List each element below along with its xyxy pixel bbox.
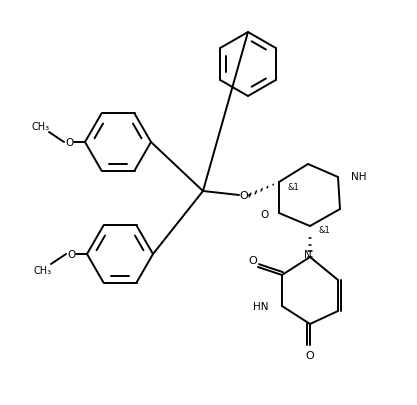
Text: O: O bbox=[67, 249, 75, 259]
Text: O: O bbox=[306, 350, 314, 360]
Text: &1: &1 bbox=[288, 182, 300, 191]
Text: O: O bbox=[240, 190, 249, 200]
Text: &1: &1 bbox=[319, 226, 331, 235]
Text: O: O bbox=[65, 138, 73, 148]
Text: HN: HN bbox=[254, 301, 269, 311]
Text: CH₃: CH₃ bbox=[32, 122, 50, 132]
Text: NH: NH bbox=[351, 172, 367, 181]
Text: N: N bbox=[304, 249, 312, 259]
Text: CH₃: CH₃ bbox=[34, 265, 52, 275]
Text: O: O bbox=[249, 256, 257, 265]
Text: O: O bbox=[261, 209, 269, 220]
